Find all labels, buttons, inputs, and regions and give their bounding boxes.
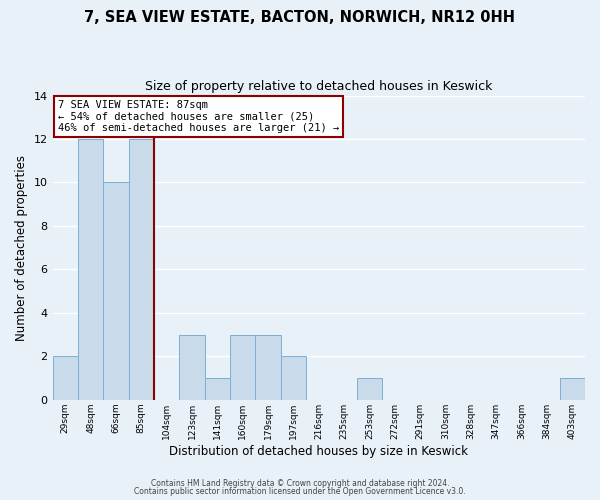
Text: Contains HM Land Registry data © Crown copyright and database right 2024.: Contains HM Land Registry data © Crown c…	[151, 478, 449, 488]
Bar	[53, 356, 78, 400]
Bar	[179, 334, 205, 400]
Y-axis label: Number of detached properties: Number of detached properties	[15, 154, 28, 340]
Bar	[256, 334, 281, 400]
Bar	[357, 378, 382, 400]
Text: 7 SEA VIEW ESTATE: 87sqm
← 54% of detached houses are smaller (25)
46% of semi-d: 7 SEA VIEW ESTATE: 87sqm ← 54% of detach…	[58, 100, 339, 134]
Bar	[128, 139, 154, 400]
Title: Size of property relative to detached houses in Keswick: Size of property relative to detached ho…	[145, 80, 493, 93]
Text: 7, SEA VIEW ESTATE, BACTON, NORWICH, NR12 0HH: 7, SEA VIEW ESTATE, BACTON, NORWICH, NR1…	[85, 10, 515, 25]
Bar	[230, 334, 256, 400]
Text: Contains public sector information licensed under the Open Government Licence v3: Contains public sector information licen…	[134, 487, 466, 496]
X-axis label: Distribution of detached houses by size in Keswick: Distribution of detached houses by size …	[169, 444, 468, 458]
Bar	[560, 378, 585, 400]
Bar	[78, 139, 103, 400]
Bar	[205, 378, 230, 400]
Bar	[281, 356, 306, 400]
Bar	[103, 182, 128, 400]
